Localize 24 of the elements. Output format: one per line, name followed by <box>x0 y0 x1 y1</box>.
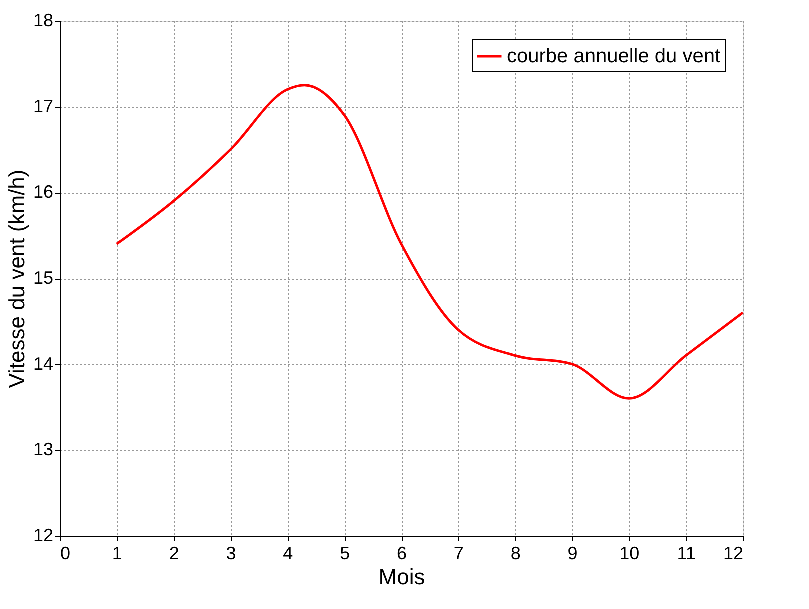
x-tick-label: 6 <box>396 544 408 564</box>
y-tick-label: 13 <box>33 440 54 460</box>
y-tick-label: 12 <box>33 526 54 546</box>
x-tick-label: 1 <box>112 544 122 564</box>
y-tick-label: 15 <box>33 268 54 288</box>
line-series <box>116 84 744 400</box>
x-tick-label: 8 <box>510 544 521 564</box>
y-tick-label: 14 <box>33 354 54 374</box>
x-tick-label: 10 <box>620 544 640 564</box>
x-tick-label: 7 <box>454 544 464 564</box>
y-tick-label: 18 <box>33 10 54 30</box>
y-axis-title: Vitesse du vent (km/h) <box>4 170 30 388</box>
y-tick-label: 17 <box>33 96 54 116</box>
x-tick-label: 3 <box>226 544 236 564</box>
x-tick-label: 0 <box>60 544 71 564</box>
x-tick-label: 2 <box>169 544 180 564</box>
x-axis-title: Mois <box>378 564 426 590</box>
x-tick-label: 11 <box>677 544 696 564</box>
y-tick-label: 16 <box>33 182 54 202</box>
x-tick-label: 12 <box>723 544 744 564</box>
x-tick-label: 9 <box>568 544 578 564</box>
legend-label: courbe annuelle du vent <box>507 46 721 68</box>
x-tick-label: 5 <box>340 544 350 564</box>
x-tick-label: 4 <box>283 544 294 564</box>
